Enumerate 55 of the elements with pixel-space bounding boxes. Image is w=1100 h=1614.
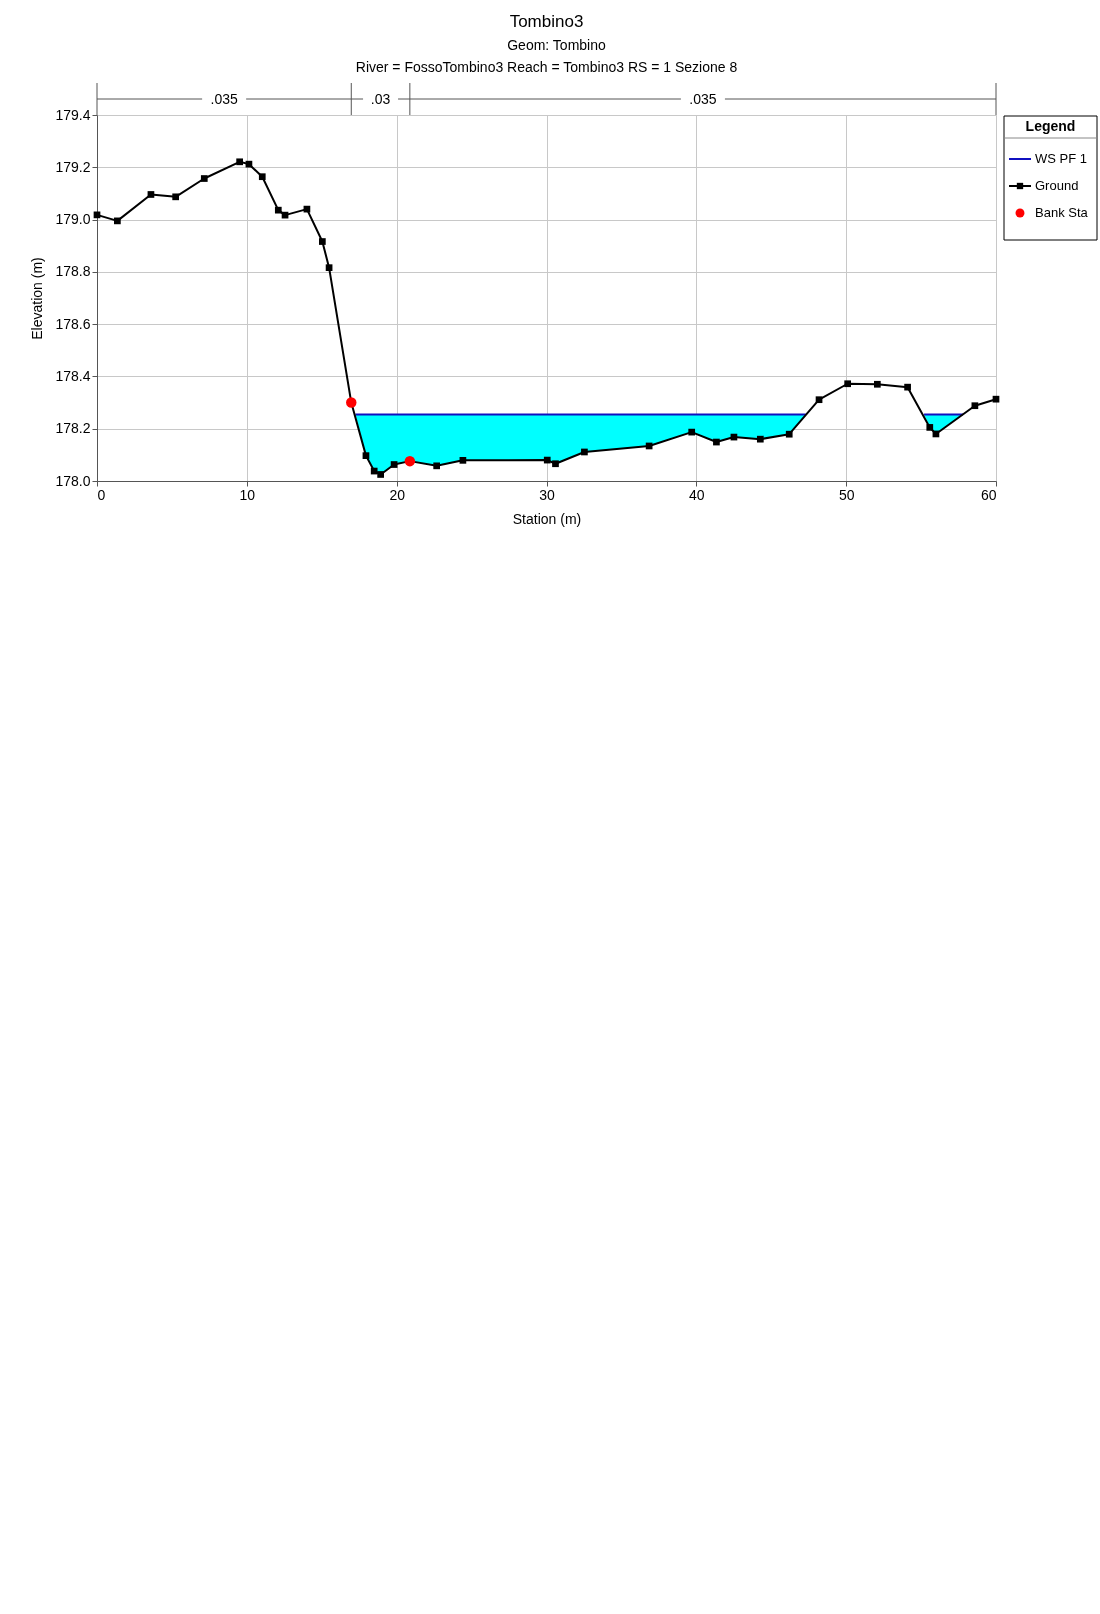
x-tick-label: 10 xyxy=(239,486,256,503)
x-tick-label: 40 xyxy=(689,486,705,503)
point xyxy=(992,395,1000,403)
x-tick-label: 50 xyxy=(838,486,855,503)
y-tick-label: 178.4 xyxy=(55,367,91,384)
point xyxy=(114,217,121,225)
point xyxy=(581,448,588,456)
y-tick-label: 179.4 xyxy=(55,106,91,123)
point xyxy=(377,471,384,478)
y-tick-label: 178.2 xyxy=(55,420,91,437)
text: .03 xyxy=(370,91,391,107)
text: .035 xyxy=(689,91,717,107)
point xyxy=(873,380,881,388)
chart-title: Tombino3 xyxy=(509,12,584,31)
point xyxy=(785,430,793,438)
y-tick-label: 178.0 xyxy=(55,472,91,489)
x-tick-label: 0 xyxy=(97,486,106,503)
point xyxy=(200,175,208,182)
x-axis-title: Station (m) xyxy=(512,510,582,527)
point xyxy=(172,193,180,201)
point xyxy=(971,402,979,410)
x-tick-label: 30 xyxy=(539,486,555,503)
legend-label: Ground xyxy=(1035,178,1079,193)
legend-label: WS PF 1 xyxy=(1035,151,1088,166)
point xyxy=(236,158,243,166)
y-tick-label: 179.0 xyxy=(55,211,91,228)
x-tick-label: 20 xyxy=(389,486,406,503)
point xyxy=(688,428,696,436)
y-tick-label: 178.8 xyxy=(55,263,91,280)
point xyxy=(319,238,326,245)
point xyxy=(245,160,253,168)
point xyxy=(258,173,266,181)
text: .035 xyxy=(210,91,238,107)
point xyxy=(552,460,559,468)
x-tick-label: 60 xyxy=(980,486,997,503)
point xyxy=(543,456,551,464)
point xyxy=(815,396,823,404)
y-tick-label: 178.6 xyxy=(55,315,91,332)
point xyxy=(325,264,333,272)
legend-title: Legend xyxy=(1025,118,1076,134)
point xyxy=(713,438,720,446)
point xyxy=(926,424,934,431)
point xyxy=(459,456,467,464)
y-tick-label: 179.2 xyxy=(55,158,91,175)
point xyxy=(904,383,911,391)
point xyxy=(756,435,764,443)
point xyxy=(390,461,398,468)
chart-subtitle: Geom: Tombino River = FossoTombino3 Reach = Tombino3 RS = 1 Sezione 8 xyxy=(355,37,738,75)
legend-label: Bank Sta xyxy=(1035,205,1089,220)
point xyxy=(433,462,441,470)
point xyxy=(274,206,282,214)
point xyxy=(844,380,852,388)
point xyxy=(147,191,155,198)
point xyxy=(362,452,370,459)
y-axis-title: Elevation (m) xyxy=(29,257,46,340)
